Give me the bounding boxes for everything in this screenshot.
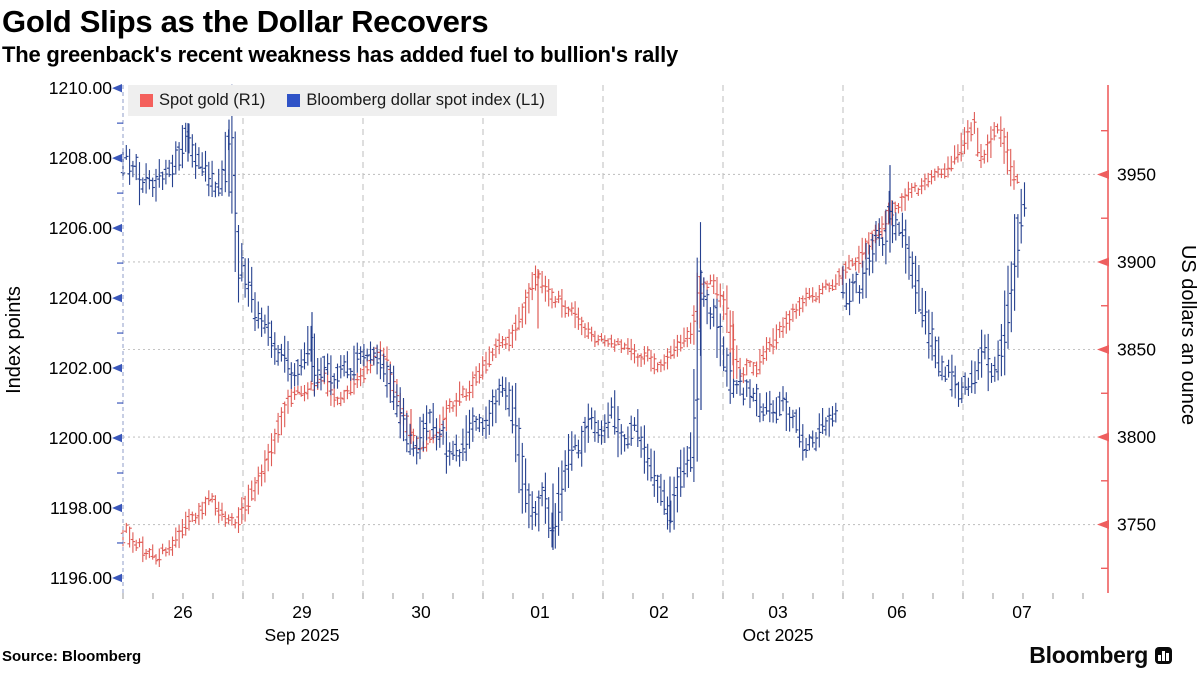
svg-text:07: 07 <box>1012 602 1031 622</box>
page-subtitle: The greenback's recent weakness has adde… <box>2 42 679 67</box>
bloomberg-logo: Bloomberg <box>1029 642 1172 669</box>
svg-text:30: 30 <box>411 602 431 622</box>
svg-text:02: 02 <box>649 602 668 622</box>
svg-text:1202.00: 1202.00 <box>49 358 113 378</box>
svg-text:03: 03 <box>768 602 787 622</box>
legend-item-0: Spot gold (R1) <box>140 91 265 110</box>
left-axis-tick-arrow-icon <box>112 363 122 373</box>
left-axis-tick-arrow-icon <box>112 223 122 233</box>
left-axis-tick-arrow-icon <box>112 293 122 303</box>
legend-swatch-icon <box>287 94 301 107</box>
svg-text:1206.00: 1206.00 <box>49 218 113 238</box>
legend-label: Spot gold (R1) <box>159 91 266 109</box>
legend-label: Bloomberg dollar spot index (L1) <box>306 91 545 109</box>
svg-text:1210.00: 1210.00 <box>49 78 113 98</box>
svg-text:06: 06 <box>887 602 906 622</box>
svg-text:Oct 2025: Oct 2025 <box>742 625 813 645</box>
svg-text:3800: 3800 <box>1117 427 1156 447</box>
source-label: Source: Bloomberg <box>2 648 142 665</box>
svg-text:1204.00: 1204.00 <box>49 288 113 308</box>
svg-text:3750: 3750 <box>1117 515 1156 535</box>
right-axis-tick-arrow-icon <box>1097 345 1109 355</box>
bar-chart-icon <box>1155 647 1172 664</box>
right-axis-tick-arrow-icon <box>1097 432 1109 442</box>
svg-text:1196.00: 1196.00 <box>50 568 112 588</box>
bloomberg-logo-text: Bloomberg <box>1029 642 1148 668</box>
right-axis-tick-arrow-icon <box>1097 257 1109 267</box>
svg-text:3950: 3950 <box>1117 164 1156 184</box>
left-axis-tick-arrow-icon <box>112 573 122 583</box>
left-axis-tick-arrow-icon <box>112 153 122 163</box>
svg-text:29: 29 <box>292 602 311 622</box>
chart-legend: Spot gold (R1) Bloomberg dollar spot inde… <box>128 85 557 116</box>
right-axis-tick-arrow-icon <box>1097 520 1109 530</box>
series-dollar-index <box>120 84 1027 550</box>
right-axis-title: US dollars an ounce <box>1177 245 1199 425</box>
svg-text:3850: 3850 <box>1117 340 1156 360</box>
left-axis-tick-arrow-icon <box>112 433 122 443</box>
svg-text:1198.00: 1198.00 <box>50 498 112 518</box>
right-axis-tick-arrow-icon <box>1097 169 1109 179</box>
svg-text:01: 01 <box>530 602 549 622</box>
left-axis-tick-arrow-icon <box>112 503 122 513</box>
svg-text:3900: 3900 <box>1117 252 1156 272</box>
series-spot-gold <box>120 112 1020 567</box>
legend-item-1: Bloomberg dollar spot index (L1) <box>287 91 545 110</box>
svg-text:26: 26 <box>173 602 192 622</box>
left-axis-tick-arrow-icon <box>112 83 122 93</box>
page-title: Gold Slips as the Dollar Recovers <box>2 4 489 39</box>
svg-text:1200.00: 1200.00 <box>49 428 113 448</box>
left-axis-title: Index points <box>3 286 25 394</box>
svg-text:1208.00: 1208.00 <box>49 148 113 168</box>
svg-text:Sep 2025: Sep 2025 <box>265 625 340 645</box>
legend-swatch-icon <box>140 94 153 107</box>
